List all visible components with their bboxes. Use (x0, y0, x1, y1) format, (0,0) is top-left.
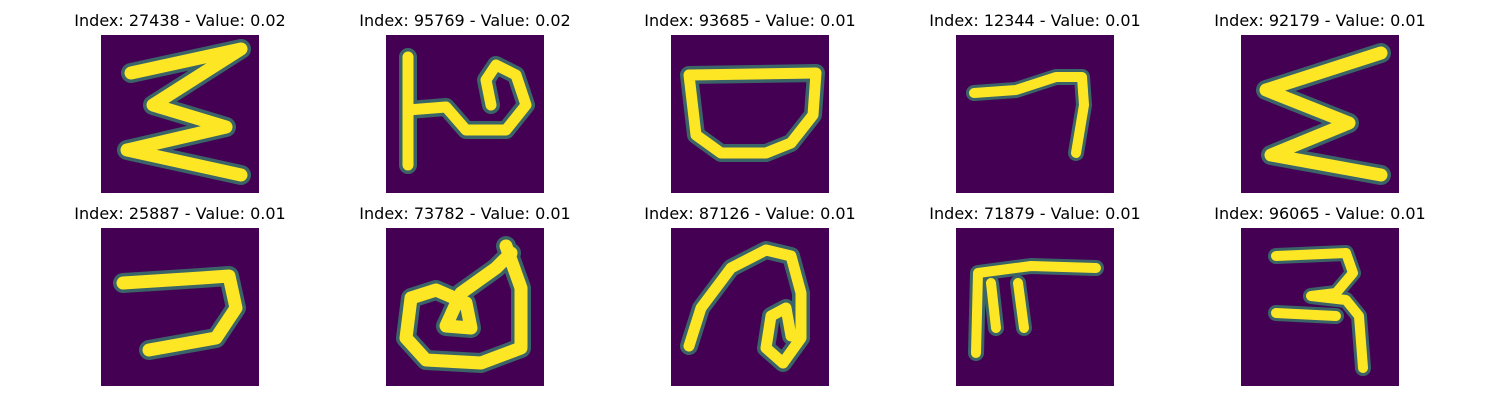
panel-6: Index: 25887 - Value: 0.01 (30, 204, 330, 394)
panel-title: Index: 96065 - Value: 0.01 (1214, 204, 1426, 223)
panel-title: Index: 25887 - Value: 0.01 (74, 204, 286, 223)
panel-8: Index: 87126 - Value: 0.01 (600, 204, 900, 394)
panel-title: Index: 71879 - Value: 0.01 (929, 204, 1141, 223)
panel-title: Index: 93685 - Value: 0.01 (644, 11, 856, 30)
panel-title: Index: 95769 - Value: 0.02 (359, 11, 571, 30)
digit-image (1241, 35, 1399, 193)
panel-7: Index: 73782 - Value: 0.01 (315, 204, 615, 394)
digit-image (671, 228, 829, 386)
panel-5: Index: 92179 - Value: 0.01 (1170, 11, 1470, 201)
panel-title: Index: 27438 - Value: 0.02 (74, 11, 286, 30)
digit-image (956, 228, 1114, 386)
panel-3: Index: 93685 - Value: 0.01 (600, 11, 900, 201)
digit-image (386, 228, 544, 386)
panel-9: Index: 71879 - Value: 0.01 (885, 204, 1185, 394)
digit-image (386, 35, 544, 193)
digit-image (101, 228, 259, 386)
panel-4: Index: 12344 - Value: 0.01 (885, 11, 1185, 201)
panel-1: Index: 27438 - Value: 0.02 (30, 11, 330, 201)
panel-title: Index: 92179 - Value: 0.01 (1214, 11, 1426, 30)
panel-title: Index: 87126 - Value: 0.01 (644, 204, 856, 223)
panel-2: Index: 95769 - Value: 0.02 (315, 11, 615, 201)
panel-10: Index: 96065 - Value: 0.01 (1170, 204, 1470, 394)
digit-image (101, 35, 259, 193)
digit-image (1241, 228, 1399, 386)
panel-title: Index: 73782 - Value: 0.01 (359, 204, 571, 223)
digit-image (671, 35, 829, 193)
digit-image (956, 35, 1114, 193)
panel-title: Index: 12344 - Value: 0.01 (929, 11, 1141, 30)
